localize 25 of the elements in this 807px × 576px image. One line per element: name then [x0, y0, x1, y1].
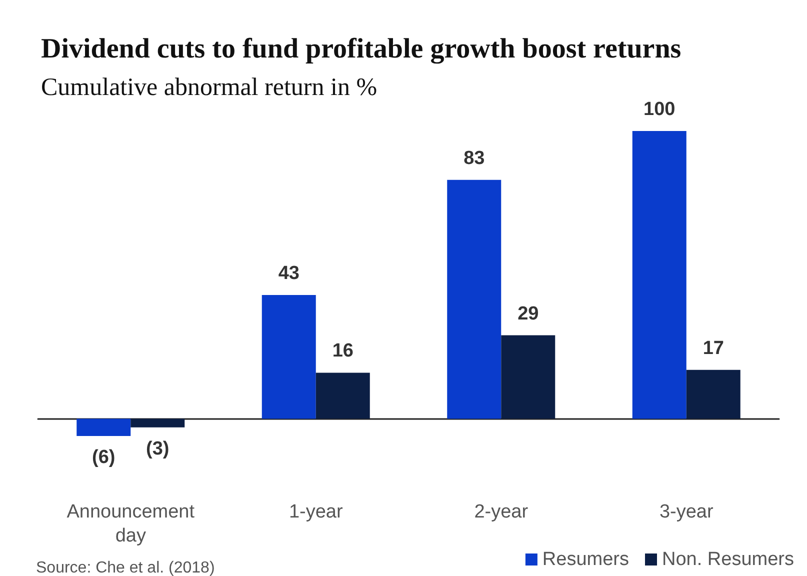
bar	[501, 335, 556, 419]
bar	[76, 418, 131, 436]
data-label: (3)	[146, 438, 170, 460]
bar	[262, 295, 316, 419]
bar	[632, 131, 686, 419]
data-label: (6)	[92, 447, 116, 468]
data-label: 29	[518, 303, 539, 324]
data-label: 43	[278, 263, 300, 284]
x-tick-label: 2-year	[474, 502, 529, 522]
x-tick-label: Announcement day	[66, 502, 196, 546]
data-label: 100	[644, 99, 676, 120]
data-label: 16	[332, 340, 354, 362]
bar	[447, 180, 502, 419]
chart-subtitle: Cumulative abnormal return in %	[41, 74, 378, 101]
bar	[316, 372, 370, 419]
source-note: Source: Che et al. (2018)	[36, 560, 215, 576]
data-label: 83	[464, 148, 485, 169]
bar	[130, 418, 185, 428]
x-tick-label: 1-year	[288, 502, 344, 522]
legend-label: Non. Resumers	[662, 549, 794, 570]
legend-label: Resumers	[542, 549, 630, 570]
bar	[686, 370, 740, 419]
data-label: 17	[702, 338, 724, 359]
chart-title: Dividend cuts to fund profitable growth boost returns	[41, 34, 682, 64]
x-tick-label: 3-year	[659, 502, 714, 522]
